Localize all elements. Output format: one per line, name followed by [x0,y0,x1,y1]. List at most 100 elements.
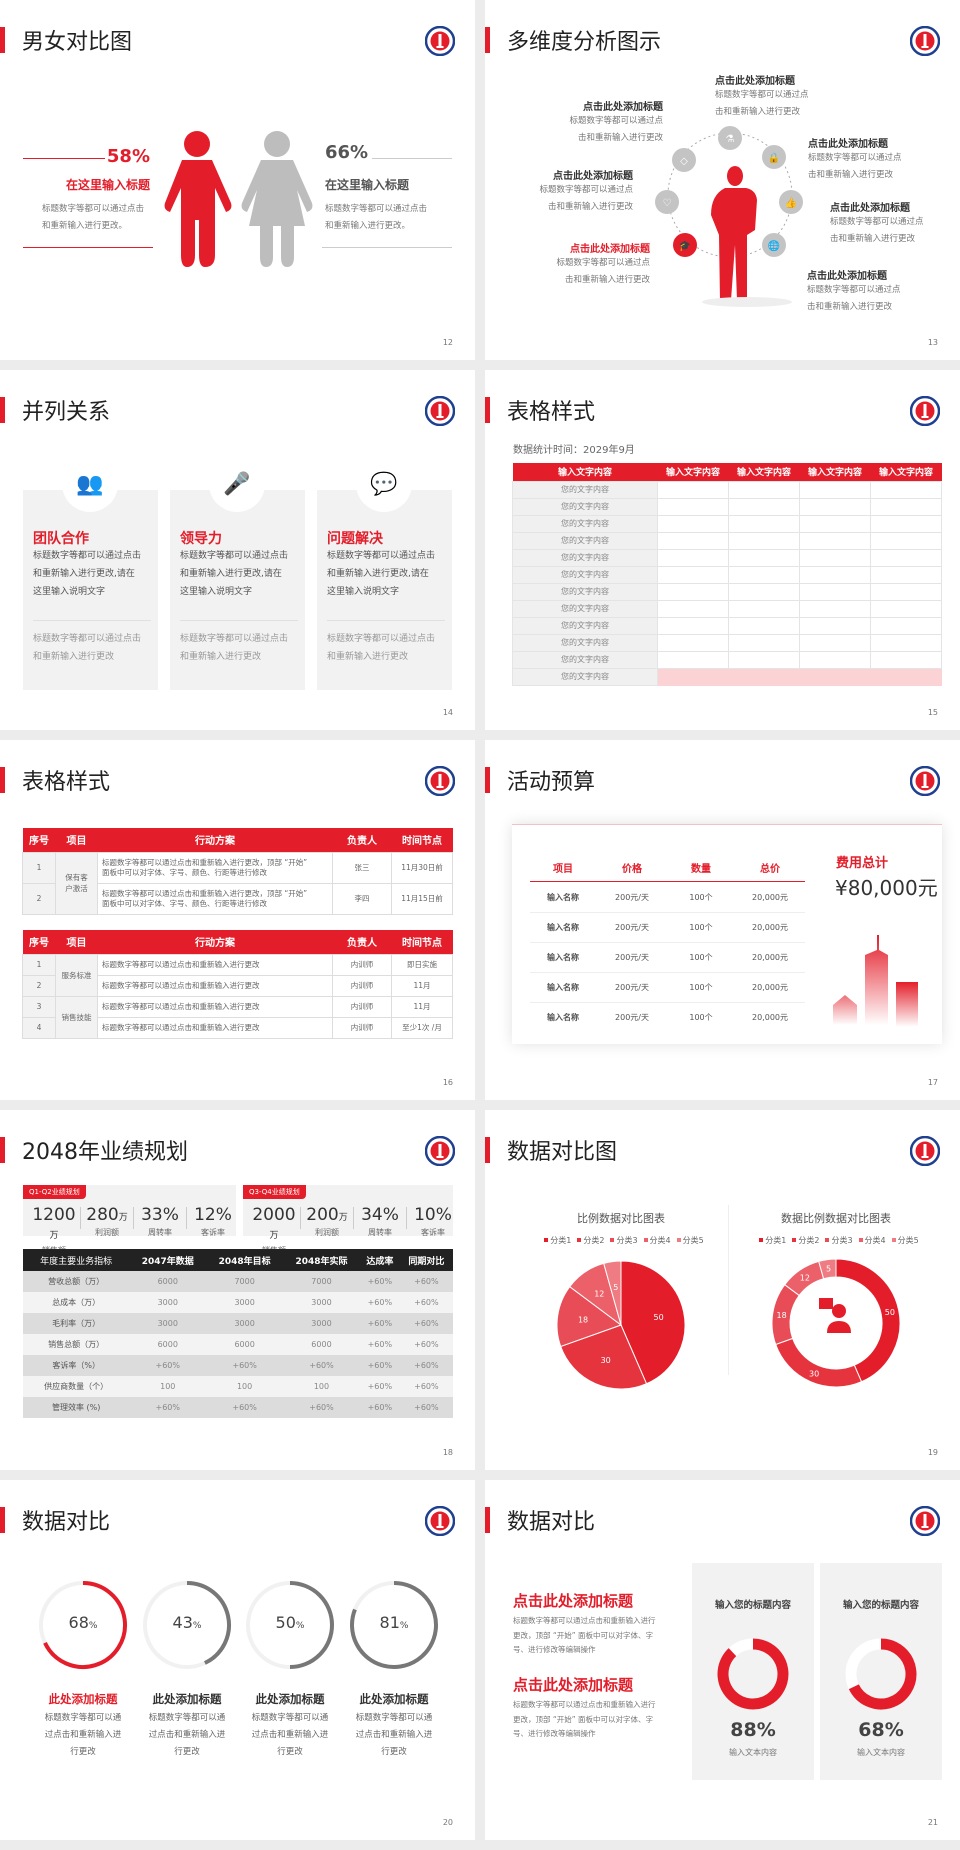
table-cell[interactable] [799,667,871,686]
table-cell[interactable] [657,616,729,635]
table-cell[interactable] [870,497,942,516]
table-cell[interactable] [728,565,800,584]
page-number: 21 [927,1818,938,1827]
table-cell[interactable] [728,667,800,686]
table-cell[interactable] [728,480,800,499]
table-cell[interactable] [728,548,800,567]
table-cell[interactable] [870,633,942,652]
table-cell[interactable] [870,531,942,550]
text-line: 标题数字等都可以通过点击 [33,551,142,561]
feature-card[interactable]: 👥 团队合作 标题数字等都可以通过点击 和重新输入进行更改,请在 这里输入说明文字 … [23,456,158,690]
text-line: 标题数字等都可以通过点击 [33,634,142,644]
gender-figures [164,131,313,267]
analysis-item[interactable]: 点击此处添加标题 标题数字等都可以通过点 击和重新输入进行更改 [556,240,650,289]
table-cell[interactable] [799,633,871,652]
item-desc: 过点击和重新输入进 [251,1730,329,1740]
female-percent: 66% [325,142,369,163]
table-cell[interactable] [870,650,942,669]
owner-cell: 张三 [332,851,392,884]
row-divider [530,942,805,943]
male-heading: 在这里输入标题 [65,178,150,192]
item-desc: 标题数字等都可以通 [148,1713,226,1723]
globe-icon: 🌐 [762,233,786,257]
column-header: 输入文字内容 [512,463,658,481]
legend-swatch [610,1238,615,1242]
table-row: 4 标题数字等都可以通过点击和重新输入进行更改 内训师 至少1次 /月 [22,1016,453,1039]
card-caption: 输入文本内容 [857,1748,905,1757]
table-cell[interactable] [799,650,871,669]
title-accent-bar [0,1507,5,1533]
table-cell[interactable] [799,480,871,499]
table-cell[interactable] [870,548,942,567]
text-line: 号、进行修改等编辑操作 [513,1729,596,1738]
page-number: 12 [442,338,453,347]
owner-cell: 李四 [332,882,392,915]
table-cell[interactable] [657,531,729,550]
table-cell[interactable] [799,565,871,584]
project-group: 保有客户激活 [55,851,98,915]
title-accent-bar [485,1507,490,1533]
table-cell[interactable] [657,565,729,584]
pie-slice [775,1337,863,1388]
table-cell[interactable] [799,531,871,550]
table-cell[interactable] [728,616,800,635]
table-cell[interactable] [870,565,942,584]
table-cell[interactable] [870,616,942,635]
table-cell[interactable] [657,582,729,601]
table-cell[interactable] [870,514,942,533]
ring-percent: 81% [379,1613,409,1632]
data-label: 30 [809,1369,819,1378]
table-cell[interactable] [728,514,800,533]
analysis-item[interactable]: 点击此处添加标题 标题数字等都可以通过点 击和重新输入进行更改 [539,167,633,216]
table-cell[interactable] [799,582,871,601]
table-cell: 100 [206,1376,284,1397]
table-cell[interactable] [657,480,729,499]
lock-icon: 🔒 [762,145,786,169]
progress-ring [350,1581,438,1669]
item-desc: 击和重新输入进行更改 [830,234,916,244]
legend-label: 分类4 [864,1236,886,1245]
table-cell[interactable] [657,667,729,686]
table-cell[interactable] [799,599,871,618]
table-cell[interactable] [799,548,871,567]
analysis-item[interactable]: 点击此处添加标题 标题数字等都可以通过点 击和重新输入进行更改 [715,72,809,121]
analysis-item[interactable]: 点击此处添加标题 标题数字等都可以通过点 击和重新输入进行更改 [830,199,924,248]
legend-swatch [825,1238,830,1242]
analysis-item[interactable]: 点击此处添加标题 标题数字等都可以通过点 击和重新输入进行更改 [807,267,901,316]
slide-title: 男女对比图 [22,30,133,55]
analysis-item[interactable]: 点击此处添加标题 标题数字等都可以通过点 击和重新输入进行更改 [808,135,902,184]
table-cell[interactable] [870,599,942,618]
table-cell[interactable] [870,667,942,686]
table-cell[interactable] [870,480,942,499]
analysis-item[interactable]: 点击此处添加标题 标题数字等都可以通过点 击和重新输入进行更改 [569,98,663,147]
table-cell[interactable] [728,633,800,652]
plan-cell: 标题数字等都可以通过点击和重新输入进行更改 [97,1016,333,1039]
table-cell[interactable] [728,582,800,601]
total-value: ¥80,000元 [835,876,938,900]
table-cell[interactable] [870,582,942,601]
feature-card[interactable]: 💬 问题解决 标题数字等都可以通过点击 和重新输入进行更改,请在 这里输入说明文字 … [317,456,452,690]
table-cell[interactable] [799,616,871,635]
stat-time: 数据统计时间：2029年9月 [513,445,635,456]
table-cell[interactable] [799,514,871,533]
table-cell: +60% [399,1271,453,1292]
table-cell[interactable] [728,497,800,516]
table-cell[interactable] [657,514,729,533]
table-cell[interactable] [657,633,729,652]
table-cell[interactable] [657,650,729,669]
table-cell[interactable] [728,599,800,618]
table-cell[interactable] [657,548,729,567]
feature-card[interactable]: 🎤 领导力 标题数字等都可以通过点击 和重新输入进行更改,请在 这里输入说明文字 标… [170,456,305,690]
table-cell[interactable] [799,497,871,516]
row-label: 您的文字内容 [512,531,658,550]
table-row: 您的文字内容 [512,480,942,499]
table-cell[interactable] [657,599,729,618]
table-cell[interactable] [728,650,800,669]
table-row: 您的文字内容 [512,548,942,567]
legend-label: 分类1 [550,1236,572,1245]
column-header: 数量 [691,864,711,875]
table-cell[interactable] [728,531,800,550]
table-cell: 供应商数量（个） [23,1376,130,1397]
page-number: 18 [442,1448,453,1457]
table-cell[interactable] [657,497,729,516]
